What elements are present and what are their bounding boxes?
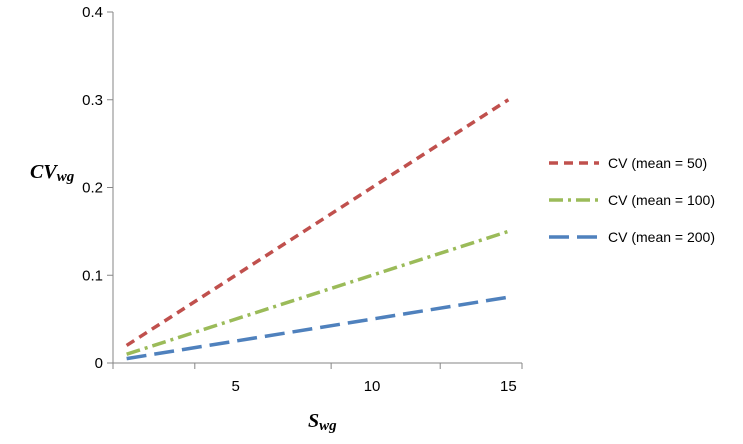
x-tick-label: 15: [500, 378, 517, 395]
legend: CV (mean = 50) CV (mean = 100) CV (mean = …: [549, 155, 715, 245]
series-line-3: [126, 295, 509, 361]
y-tick-label: 0: [95, 355, 103, 372]
y-tick-label: 0.2: [82, 180, 103, 197]
series-line-2: [126, 229, 509, 356]
y-tick-label: 0.4: [82, 4, 103, 21]
series-lines: [125, 98, 510, 361]
x-axis-title: Swg: [308, 410, 337, 434]
series-line-1: [125, 98, 510, 347]
x-tick-label: 5: [232, 378, 240, 395]
y-axis-title: CVwg: [30, 161, 75, 185]
legend-label-3: CV (mean = 200): [608, 229, 715, 245]
y-tick-label: 0.3: [82, 92, 103, 109]
x-axis-ticks: 5 10 15: [112, 363, 523, 395]
legend-label-1: CV (mean = 50): [608, 155, 707, 171]
y-axis-ticks: 0 0.1 0.2 0.3 0.4: [82, 4, 113, 372]
y-tick-label: 0.1: [82, 267, 103, 284]
x-tick-label: 10: [364, 378, 381, 395]
legend-label-2: CV (mean = 100): [608, 192, 715, 208]
axes: [112, 12, 522, 364]
